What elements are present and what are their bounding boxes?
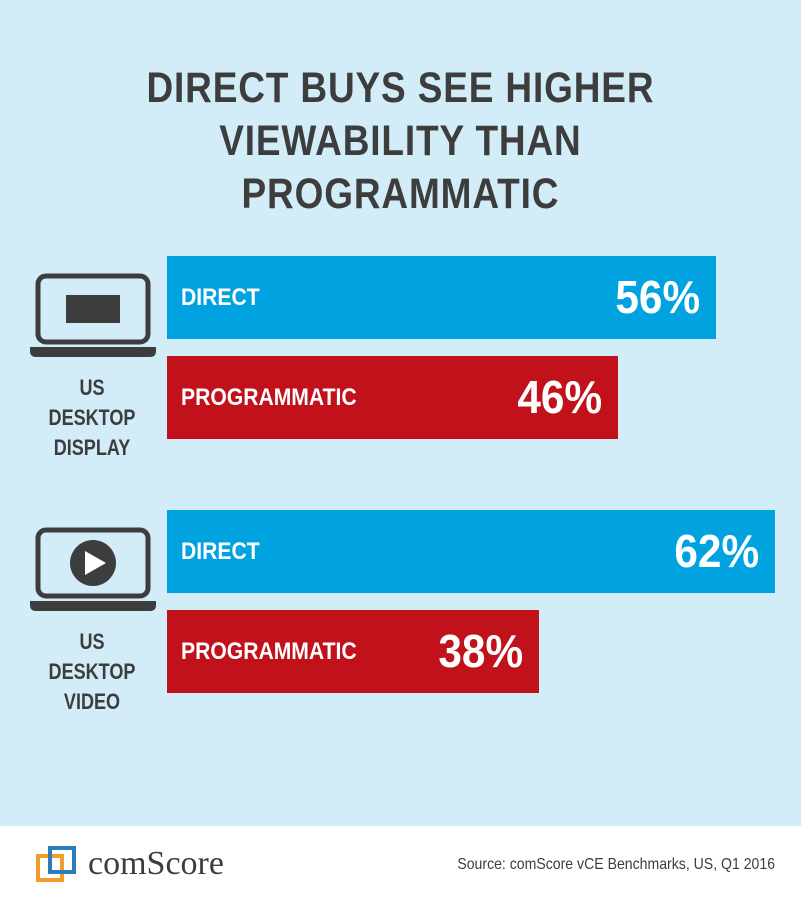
bar-value-label: 62% (674, 525, 759, 577)
source-note: Source: comScore vCE Benchmarks, US, Q1 … (457, 856, 775, 873)
bar-category-label: DIRECT (181, 538, 260, 565)
laptop-video-icon (30, 527, 156, 611)
bar-direct: DIRECT 62% (167, 510, 775, 593)
footer: comScore Source: comScore vCE Benchmarks… (0, 826, 801, 903)
comscore-logo-text: comScore (88, 845, 224, 882)
infographic-panel: DIRECT BUYS SEE HIGHER VIEWABILITY THAN … (0, 0, 801, 826)
bar-category-label: DIRECT (181, 284, 260, 311)
device-label-line: VIDEO (63, 689, 121, 714)
bar-programmatic: PROGRAMMATIC 46% (167, 356, 618, 439)
chart-title: DIRECT BUYS SEE HIGHER VIEWABILITY THAN … (56, 62, 745, 221)
bar-programmatic: PROGRAMMATIC 38% (167, 610, 539, 693)
device-label-line: US DESKTOP (48, 629, 136, 684)
bar-direct: DIRECT 56% (167, 256, 716, 339)
bar-category-label: PROGRAMMATIC (181, 638, 357, 665)
comscore-logo-icon (36, 846, 76, 882)
bar-value-label: 38% (438, 625, 523, 677)
bar-value-label: 56% (615, 271, 700, 323)
device-label-line: DISPLAY (53, 435, 131, 460)
comscore-logo: comScore (36, 844, 224, 884)
bar-value-label: 46% (517, 371, 602, 423)
chart-title-line-2: VIEWABILITY THAN PROGRAMMATIC (219, 117, 582, 218)
laptop-display-icon (30, 273, 156, 357)
chart-title-line-1: DIRECT BUYS SEE HIGHER (146, 64, 655, 112)
bar-category-label: PROGRAMMATIC (181, 384, 357, 411)
device-group-2: US DESKTOP VIDEO (26, 527, 158, 717)
device-label-line: US DESKTOP (48, 375, 136, 430)
device-label: US DESKTOP DISPLAY (38, 373, 146, 463)
device-label: US DESKTOP VIDEO (38, 627, 146, 717)
device-group-1: US DESKTOP DISPLAY (26, 273, 158, 463)
